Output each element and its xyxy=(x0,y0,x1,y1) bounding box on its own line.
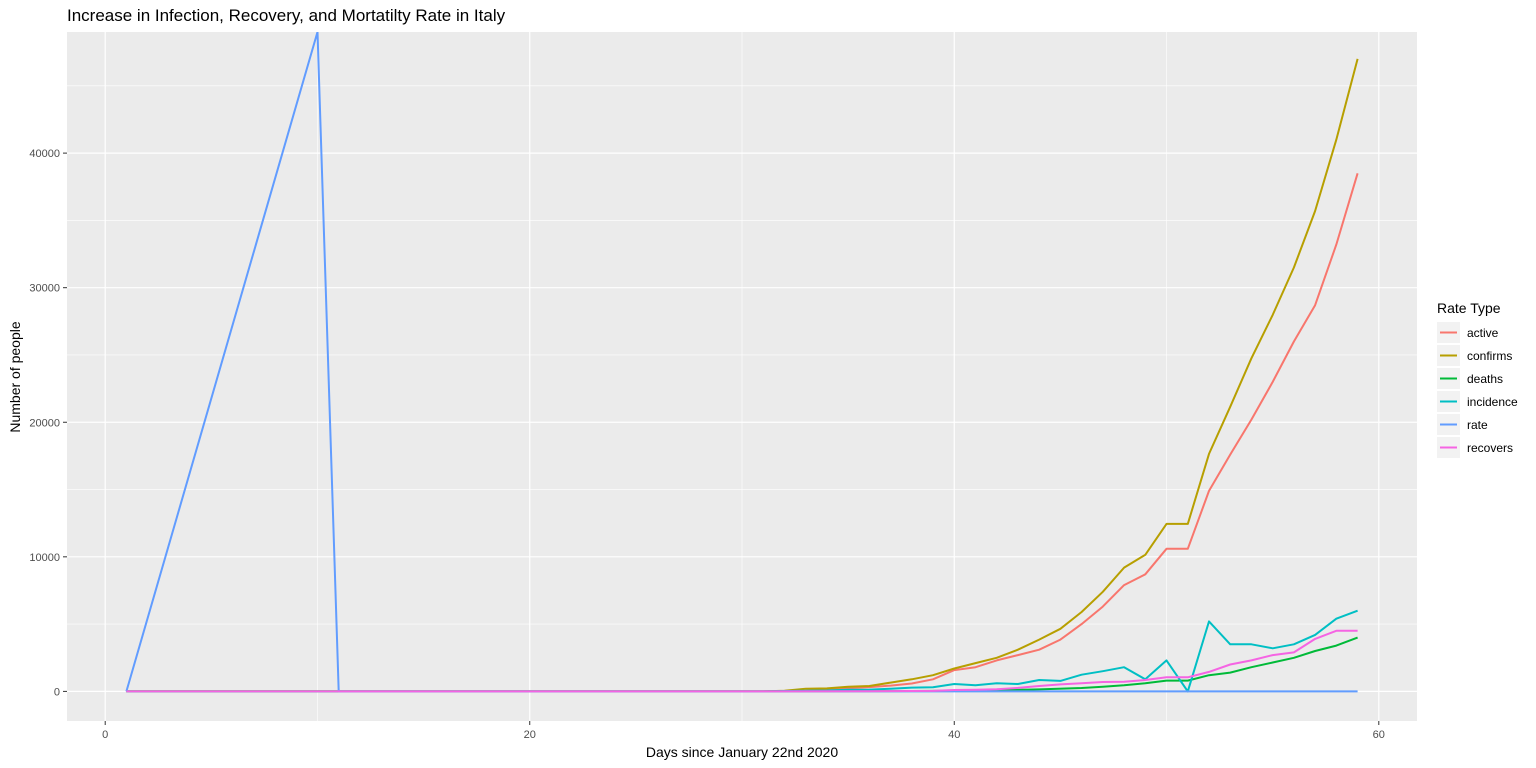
x-tick-label: 20 xyxy=(524,729,536,741)
x-tick-label: 60 xyxy=(1373,729,1385,741)
legend-title: Rate Type xyxy=(1437,300,1501,316)
legend-label-rate: rate xyxy=(1467,418,1488,432)
chart-title: Increase in Infection, Recovery, and Mor… xyxy=(67,6,506,25)
y-tick-label: 0 xyxy=(54,686,60,698)
series-line-recovers xyxy=(126,629,1358,693)
y-tick-label: 20000 xyxy=(29,417,60,429)
y-tick-label: 40000 xyxy=(29,148,60,160)
x-tick-label: 0 xyxy=(102,729,108,741)
y-axis-title: Number of people xyxy=(7,321,23,433)
legend-label-incidence: incidence xyxy=(1467,395,1518,409)
x-axis-ticks: 0 20 40 60 xyxy=(102,721,1385,741)
legend-label-active: active xyxy=(1467,326,1499,340)
series-layer xyxy=(125,32,1359,693)
y-tick-label: 10000 xyxy=(29,552,60,564)
series-line-confirms xyxy=(126,58,1359,693)
x-axis-title: Days since January 22nd 2020 xyxy=(646,744,838,760)
y-axis-ticks: 0 10000 20000 30000 40000 xyxy=(29,148,67,698)
legend: Rate Type active confirms deaths incidence r… xyxy=(1437,300,1518,458)
legend-label-confirms: confirms xyxy=(1467,349,1512,363)
legend-label-deaths: deaths xyxy=(1467,372,1503,386)
series-line-incidence xyxy=(126,609,1358,693)
legend-label-recovers: recovers xyxy=(1467,441,1513,455)
y-tick-label: 30000 xyxy=(29,283,60,295)
x-tick-label: 40 xyxy=(948,729,960,741)
series-line-active xyxy=(126,173,1359,693)
